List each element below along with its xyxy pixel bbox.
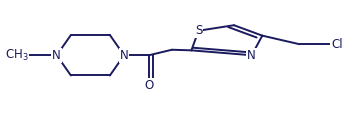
Text: O: O (144, 79, 154, 92)
Text: CH$_3$: CH$_3$ (5, 48, 28, 63)
Text: N: N (120, 49, 128, 62)
Text: Cl: Cl (331, 38, 343, 51)
Text: S: S (195, 24, 202, 37)
Text: N: N (247, 49, 256, 62)
Text: N: N (52, 49, 61, 62)
